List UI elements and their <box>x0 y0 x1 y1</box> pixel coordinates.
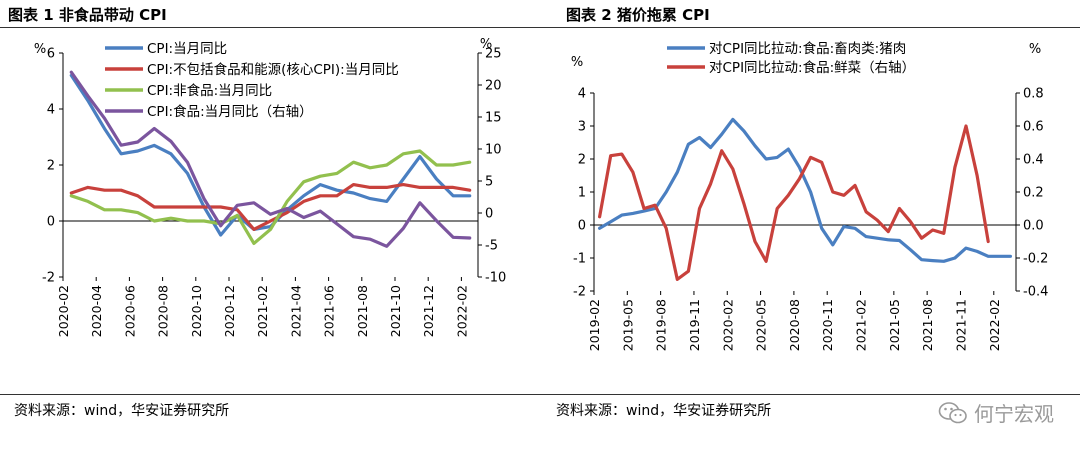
right-axis-tick-label: -0.4 <box>1023 285 1048 300</box>
left-axis-tick-label: 3 <box>578 120 586 135</box>
x-axis-tick-label: 2021-05 <box>887 299 902 351</box>
legend-label: CPI:不包括食品和能源(核心CPI):当月同比 <box>147 61 399 78</box>
x-axis-tick-label: 2021-02 <box>854 299 869 351</box>
legend-label: 对CPI同比拉动:食品:畜肉类:猪肉 <box>709 40 906 57</box>
legend-label: CPI:非食品:当月同比 <box>147 82 272 99</box>
wechat-icon <box>938 401 967 423</box>
x-axis-tick-label: 2021-08 <box>355 285 370 337</box>
right-axis-tick-label: 10 <box>485 143 502 158</box>
x-axis-tick-label: 2019-02 <box>587 299 602 351</box>
right-axis-tick-label: 0 <box>485 207 493 222</box>
x-axis-tick-label: 2019-05 <box>620 299 635 351</box>
x-axis-tick-label: 2020-02 <box>56 285 71 337</box>
x-axis-tick-label: 2021-10 <box>388 285 403 337</box>
series-line-red <box>69 183 472 231</box>
x-axis-tick-label: 2019-08 <box>654 299 669 351</box>
x-axis-tick-label: 2022-02 <box>454 285 469 337</box>
right-axis-unit: % <box>1029 42 1041 57</box>
x-axis-tick-label: 2021-12 <box>421 285 436 337</box>
right-axis-tick-label: 0.8 <box>1023 87 1044 102</box>
left-axis-tick-label: 4 <box>47 103 55 118</box>
x-axis-tick-label: 2021-04 <box>288 285 303 337</box>
figure-2-title: 图表 2 猪价拖累 CPI <box>566 6 710 24</box>
left-axis-tick-label: 2 <box>47 159 55 174</box>
right-axis-tick-label: 25 <box>485 47 502 62</box>
right-axis-tick-label: 20 <box>485 79 502 94</box>
brand-name: 何宁宏观 <box>974 402 1054 426</box>
x-axis-tick-label: 2019-11 <box>687 299 702 351</box>
x-axis-tick-label: 2020-08 <box>787 299 802 351</box>
x-axis-tick-label: 2020-05 <box>754 299 769 351</box>
x-axis-tick-label: 2022-02 <box>987 299 1002 351</box>
figure-2-source: 资料来源：wind，华安证券研究所 <box>556 403 772 419</box>
title-divider <box>0 27 1080 28</box>
chart-cpi-nonfood: -2 0 2 4 6 -10 -5 0 5 10 15 20 25% % 2020-02 2020-04 202… <box>34 37 506 337</box>
x-axis-tick-label: 2020-10 <box>189 285 204 337</box>
right-axis-tick-label: 15 <box>485 111 502 126</box>
x-axis-tick-label: 2020-02 <box>720 299 735 351</box>
x-axis-tick-label: 2020-12 <box>222 285 237 337</box>
right-axis-tick-label: 0.0 <box>1023 219 1044 234</box>
chart-pork-cpi: -2 -1 0 1 2 3 4 -0.4 -0.2 0.0 0.2 0.4 0.6 0.8%% 2019-0… <box>571 40 1049 351</box>
x-axis-tick-label: 2021-08 <box>920 299 935 351</box>
series-line-purple <box>69 70 472 248</box>
left-axis-tick-label: 6 <box>47 47 55 62</box>
left-axis-tick-label: 4 <box>578 87 586 102</box>
x-axis-tick-label: 2020-06 <box>122 285 137 337</box>
left-axis-tick-label: 0 <box>578 219 586 234</box>
right-axis-tick-label: 0.2 <box>1023 186 1044 201</box>
right-axis-tick-label: 0.6 <box>1023 120 1044 135</box>
brand-watermark: 何宁宏观 <box>938 398 1054 427</box>
left-axis-tick-label: -2 <box>573 285 586 300</box>
left-axis-tick-label: -2 <box>42 271 55 286</box>
right-axis-tick-label: 0.4 <box>1023 153 1044 168</box>
right-axis-tick-label: -0.2 <box>1023 252 1048 267</box>
legend-label: CPI:食品:当月同比（右轴） <box>147 103 313 120</box>
right-axis-tick-label: 5 <box>485 175 493 190</box>
right-axis-tick-label: -10 <box>485 271 506 286</box>
x-axis-tick-label: 2021-11 <box>953 299 968 351</box>
figure-1-title: 图表 1 非食品带动 CPI <box>8 6 167 24</box>
x-axis-tick-label: 2020-11 <box>820 299 835 351</box>
legend-label: CPI:当月同比 <box>147 41 227 57</box>
x-axis-tick-label: 2020-04 <box>89 285 104 337</box>
x-axis-tick-label: 2021-06 <box>322 285 337 337</box>
figure-1-source: 资料来源：wind，华安证券研究所 <box>14 403 230 419</box>
left-axis-tick-label: -1 <box>573 252 586 267</box>
source-divider <box>0 394 1080 395</box>
left-axis-tick-label: 1 <box>578 186 586 201</box>
x-axis-tick-label: 2020-08 <box>156 285 171 337</box>
left-axis-unit: % <box>34 42 46 57</box>
left-axis-unit: % <box>571 55 583 70</box>
series-line-red <box>597 124 990 281</box>
legend-label: 对CPI同比拉动:食品:鲜菜（右轴） <box>709 59 915 76</box>
series-line-green <box>69 149 472 245</box>
left-axis-tick-label: 0 <box>47 215 55 230</box>
series-line-blue <box>597 117 1012 263</box>
x-axis-tick-label: 2021-02 <box>255 285 270 337</box>
right-axis-tick-label: -5 <box>485 239 498 254</box>
left-axis-tick-label: 2 <box>578 153 586 168</box>
right-axis-unit: % <box>480 37 492 52</box>
